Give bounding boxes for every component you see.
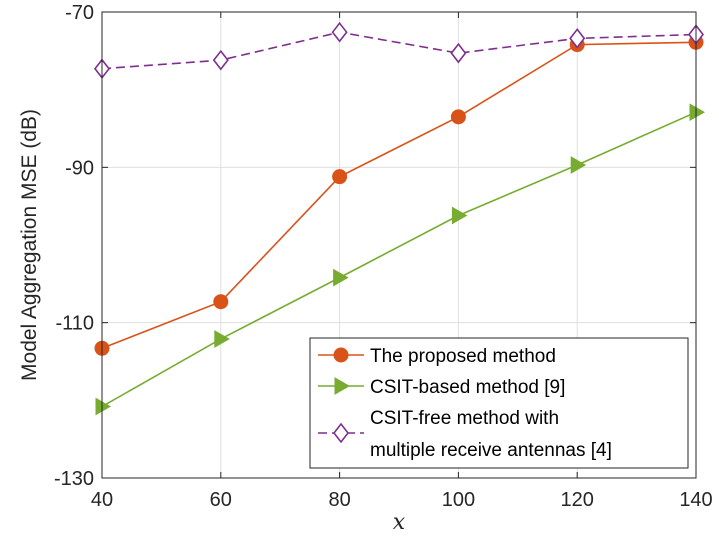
legend-entry-2: CSIT-based method [9] bbox=[318, 377, 565, 398]
series-line bbox=[101, 111, 697, 408]
series-3 bbox=[93, 21, 705, 79]
y-tick-label: -70 bbox=[65, 2, 94, 24]
data-point bbox=[331, 21, 348, 43]
x-tick-label: 120 bbox=[561, 489, 594, 511]
y-tick-label: -110 bbox=[55, 313, 94, 335]
legend-label: CSIT-based method [9] bbox=[370, 377, 565, 398]
legend-marker bbox=[334, 377, 351, 395]
data-point bbox=[450, 42, 467, 64]
x-tick-label: 100 bbox=[442, 489, 475, 511]
x-tick-label: 60 bbox=[210, 489, 232, 511]
x-tick-label: 80 bbox=[328, 489, 350, 511]
y-tick-label: -130 bbox=[54, 468, 94, 490]
data-point bbox=[689, 103, 706, 122]
legend-label: The proposed method bbox=[370, 346, 556, 367]
grid bbox=[102, 12, 696, 478]
series-2 bbox=[95, 103, 706, 416]
legend: The proposed method CSIT-based method [9]… bbox=[309, 337, 689, 469]
x-axis-title: x bbox=[393, 510, 406, 535]
data-point bbox=[570, 156, 587, 174]
ticks: 40 60 80 100 120 140 -130 -110 -90 -70 bbox=[54, 2, 713, 511]
data-point bbox=[212, 49, 229, 71]
legend-label: CSIT-free method with bbox=[370, 408, 559, 429]
data-point bbox=[569, 28, 586, 49]
legend-entry-3: CSIT-free method with multiple receive an… bbox=[318, 408, 612, 461]
data-point bbox=[451, 206, 468, 225]
data-point bbox=[95, 397, 112, 416]
data-point bbox=[450, 109, 466, 125]
x-tick-label: 140 bbox=[679, 489, 712, 511]
legend-entry-1: The proposed method bbox=[318, 346, 556, 367]
series-line bbox=[101, 31, 697, 70]
x-tick-label: 40 bbox=[91, 489, 113, 511]
data-point bbox=[213, 294, 229, 310]
series-line bbox=[101, 41, 697, 350]
y-tick-label: -90 bbox=[65, 157, 94, 179]
y-axis-title: Model Aggregation MSE (dB) bbox=[18, 109, 41, 381]
data-point bbox=[332, 169, 348, 185]
data-point bbox=[214, 330, 230, 348]
legend-marker bbox=[333, 347, 349, 363]
plot-frame bbox=[101, 11, 697, 479]
legend-marker bbox=[332, 422, 350, 444]
legend-box bbox=[309, 337, 689, 469]
legend-label: multiple receive antennas [4] bbox=[370, 440, 612, 461]
data-point bbox=[333, 268, 349, 287]
